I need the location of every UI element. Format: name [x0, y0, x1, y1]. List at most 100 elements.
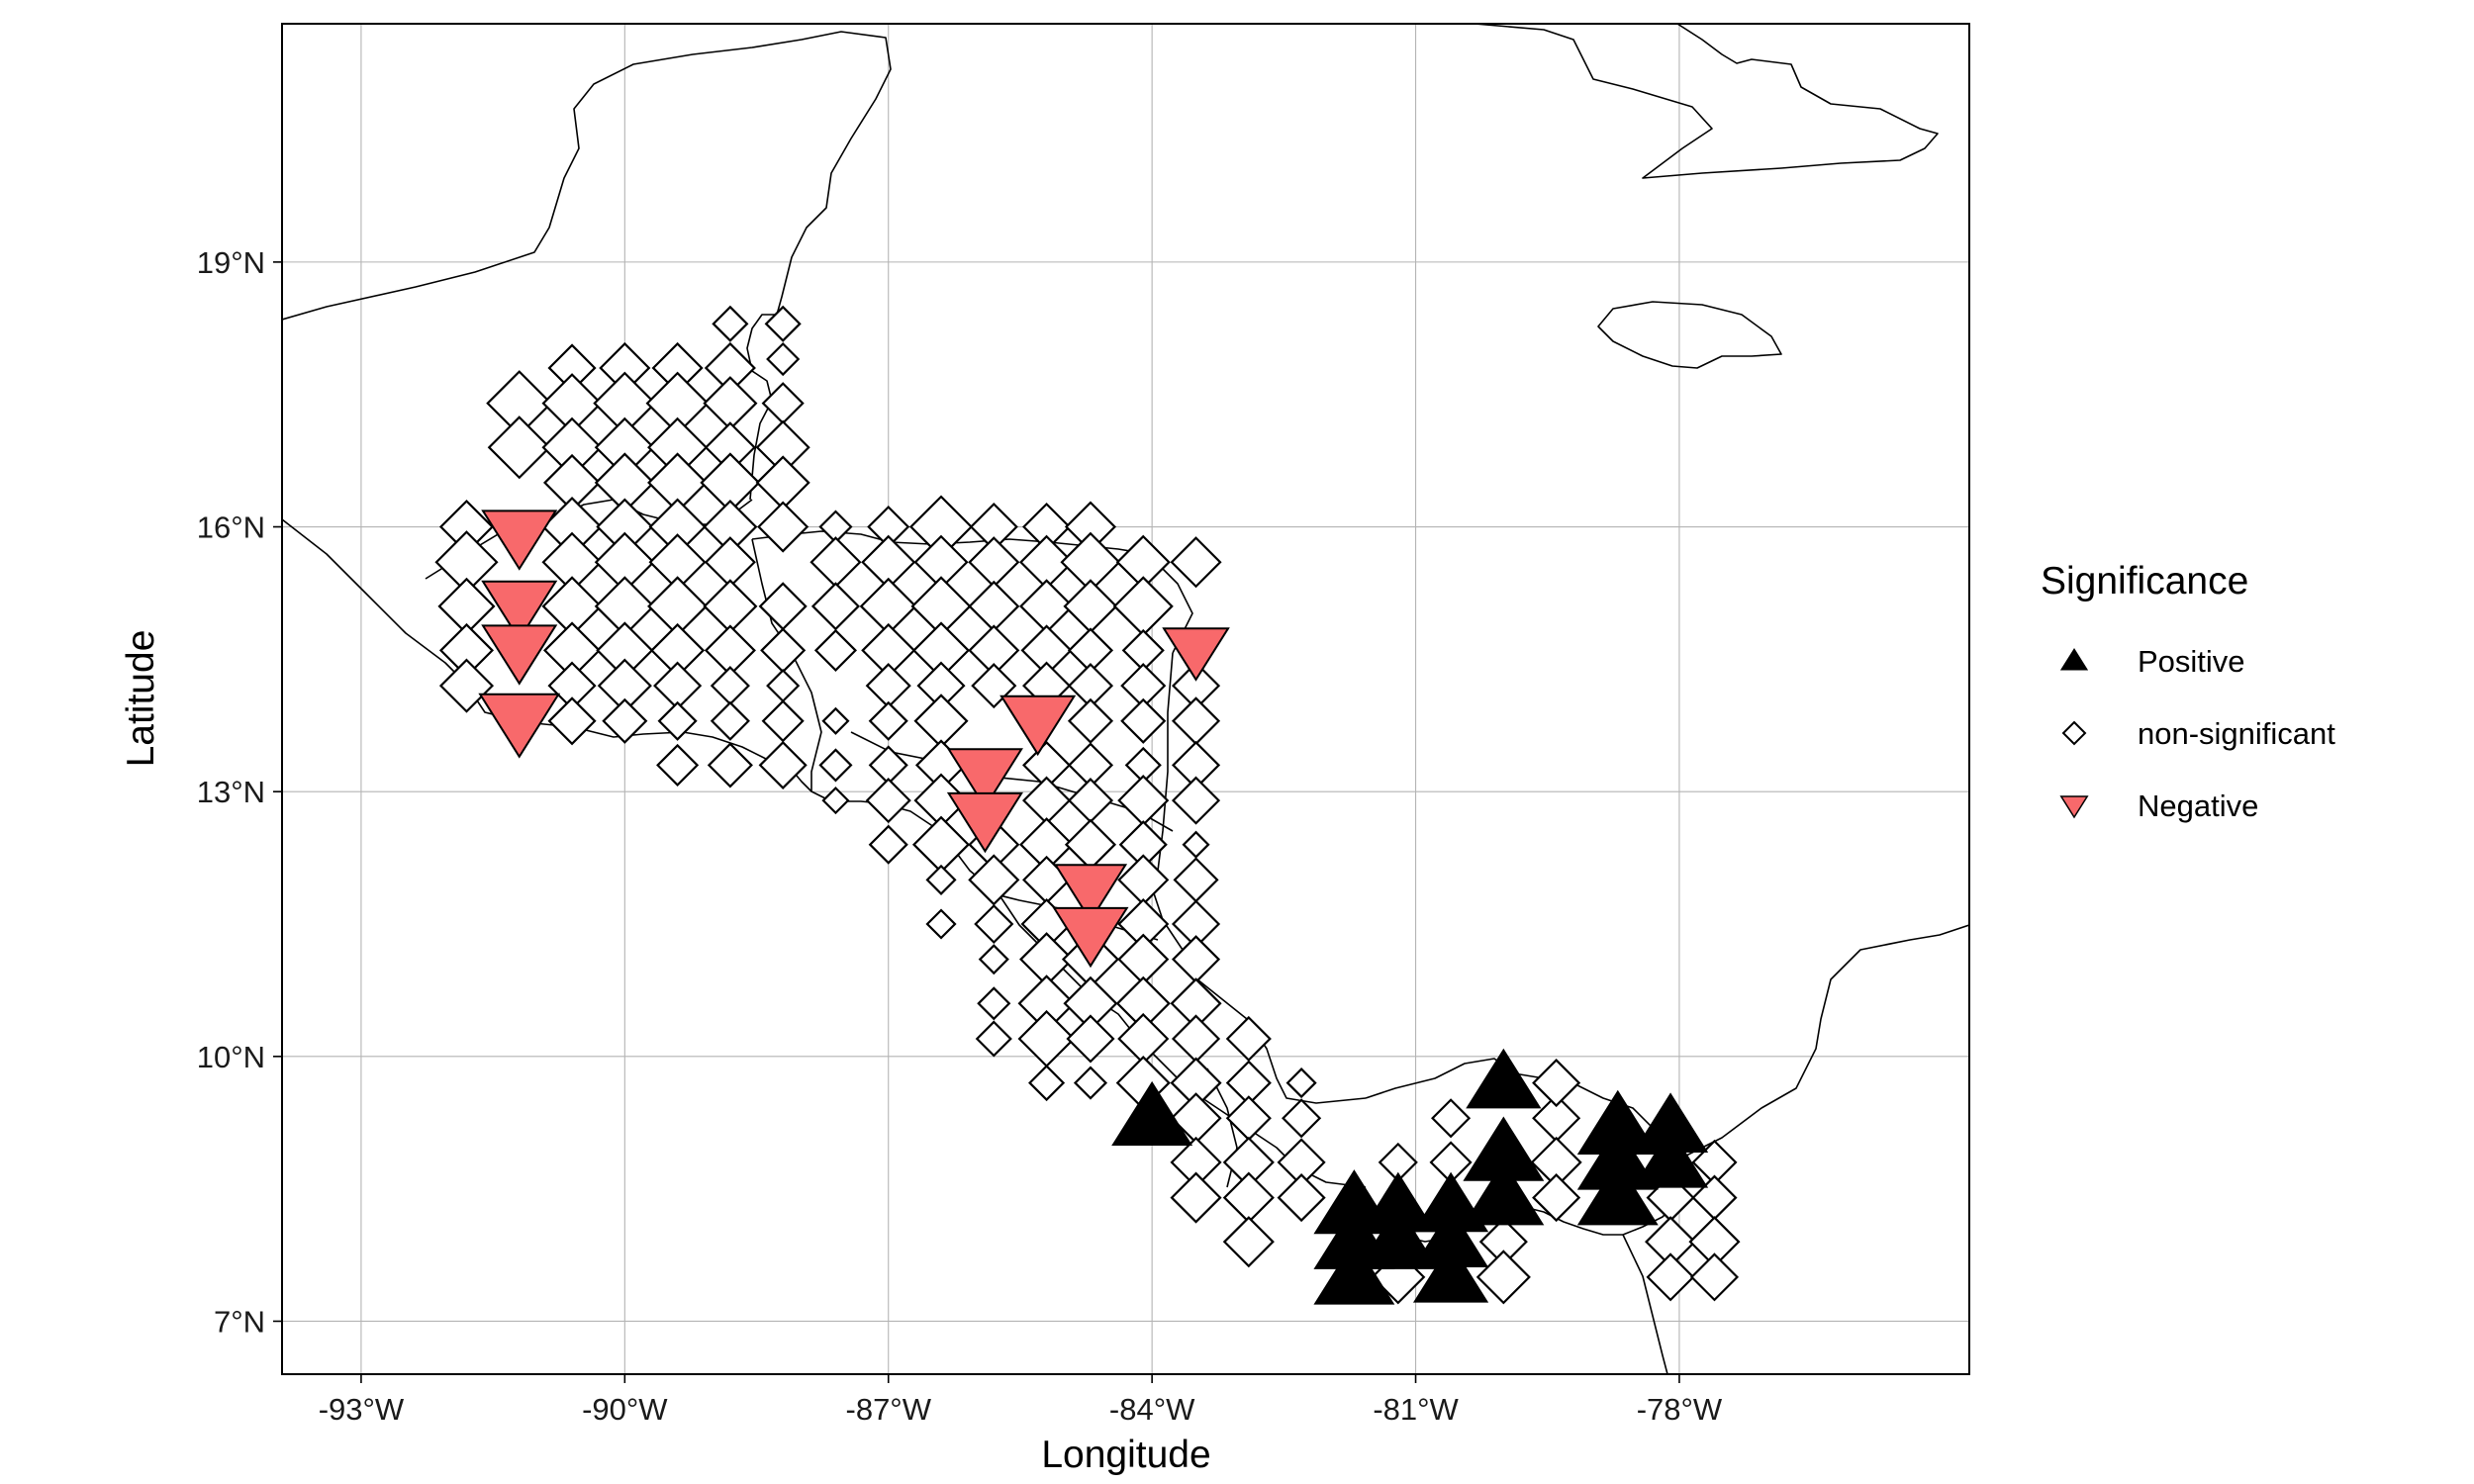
point-non-significant: [1120, 697, 1167, 744]
point-non-significant: [913, 694, 969, 749]
point-non-significant: [703, 579, 758, 634]
point-non-significant: [978, 944, 1009, 975]
point-non-significant: [1067, 697, 1114, 744]
y-tick-label: 16°N: [197, 510, 265, 545]
point-non-significant: [911, 815, 971, 874]
coastline-colombia: [1681, 924, 1969, 1159]
border-guatemala-honduras: [751, 538, 822, 791]
point-non-significant: [1066, 1014, 1115, 1064]
point-non-significant: [1532, 1173, 1581, 1223]
point-positive: [1313, 1240, 1395, 1305]
x-tick-label: -87°W: [846, 1392, 932, 1427]
point-non-significant: [438, 658, 495, 713]
point-non-significant: [968, 580, 1020, 632]
point-non-significant: [1063, 579, 1118, 634]
point-non-significant: [977, 986, 1011, 1021]
point-non-significant: [868, 700, 908, 741]
point-non-significant: [757, 501, 809, 553]
point-non-significant: [656, 743, 700, 787]
point-non-significant: [1689, 1252, 1740, 1302]
point-negative: [1053, 864, 1128, 923]
point-non-significant: [1117, 775, 1170, 827]
point-non-significant: [1173, 857, 1219, 903]
point-non-significant: [865, 663, 911, 709]
legend: Significance Positive non-significant Ne…: [2041, 560, 2335, 823]
coastline-yucatan-east: [746, 314, 777, 501]
point-non-significant: [925, 864, 957, 895]
point-non-significant: [1222, 1216, 1275, 1268]
x-tick-label: -84°W: [1109, 1392, 1195, 1427]
point-non-significant: [974, 903, 1014, 945]
point-non-significant: [1277, 1173, 1326, 1223]
point-non-significant: [1282, 1098, 1322, 1139]
point-non-significant: [968, 854, 1020, 906]
point-non-significant: [1067, 778, 1114, 824]
legend-label-non-significant: non-significant: [2138, 716, 2335, 751]
land-outline-west: [464, 682, 1367, 1188]
point-non-significant: [547, 696, 597, 746]
border-honduras-nicaragua: [850, 731, 1174, 832]
legend-keys: [2059, 648, 2089, 819]
point-negative: [481, 624, 558, 686]
point-non-significant: [868, 824, 908, 865]
point-non-significant: [1171, 776, 1221, 825]
point-non-significant: [810, 582, 861, 631]
coastline-honduras-north: [751, 530, 1193, 654]
x-tick-label: -90°W: [582, 1392, 668, 1427]
point-non-significant: [1646, 1252, 1695, 1302]
point-non-significant: [703, 376, 758, 431]
coastline-pacific-mexico: [282, 518, 466, 684]
coastline-colombia-pacific: [1622, 1234, 1668, 1374]
point-non-significant: [865, 778, 911, 824]
point-negative: [478, 693, 561, 759]
point-negative: [999, 695, 1077, 757]
point-negative: [946, 748, 1023, 809]
point-non-significant: [1182, 830, 1210, 859]
point-non-significant: [821, 706, 850, 735]
panel-border: [281, 23, 1970, 1375]
y-axis-title: Latitude: [120, 630, 162, 768]
coastline-jamaica: [1597, 301, 1782, 369]
point-non-significant: [821, 787, 850, 815]
point-non-significant: [758, 582, 808, 631]
y-tick-label: 19°N: [197, 245, 265, 280]
point-non-significant: [766, 341, 801, 377]
point-non-significant: [766, 669, 801, 703]
point-non-significant: [1475, 1250, 1531, 1305]
legend-key-positive: [2059, 648, 2089, 671]
point-positive: [1463, 1160, 1545, 1226]
x-tick-label: -81°W: [1373, 1392, 1459, 1427]
point-negative: [481, 510, 558, 571]
point-non-significant: [925, 908, 957, 940]
x-tick-label: -78°W: [1637, 1392, 1723, 1427]
point-non-significant: [1064, 818, 1117, 871]
point-positive: [1632, 1128, 1709, 1188]
point-positive: [1111, 1080, 1193, 1147]
point-negative: [1162, 627, 1230, 682]
point-non-significant: [710, 666, 750, 706]
point-non-significant: [809, 536, 862, 589]
point-non-significant: [602, 697, 648, 744]
point-non-significant: [758, 740, 808, 789]
coastline-mexico-gulf: [282, 31, 892, 321]
point-non-significant: [1171, 935, 1221, 984]
axes: -93°W -90°W -87°W -84°W -81°W -78°W 7°N 10°N 13°…: [197, 245, 1723, 1427]
point-negative: [946, 791, 1023, 854]
legend-key-negative: [2059, 795, 2089, 819]
point-non-significant: [712, 305, 749, 342]
point-non-significant: [657, 700, 698, 741]
point-non-significant: [487, 416, 551, 480]
point-non-significant: [1073, 1066, 1108, 1100]
point-positive: [1576, 1160, 1659, 1226]
point-positive: [1357, 1204, 1439, 1269]
y-tick-label: 7°N: [214, 1304, 265, 1339]
data-points: [434, 305, 1741, 1305]
point-non-significant: [1017, 1009, 1076, 1068]
legend-title: Significance: [2041, 560, 2248, 603]
point-non-significant: [1225, 1015, 1272, 1063]
point-non-significant: [1532, 1059, 1581, 1108]
point-non-significant: [707, 742, 753, 788]
point-positive: [1466, 1048, 1542, 1109]
point-non-significant: [1022, 776, 1072, 825]
